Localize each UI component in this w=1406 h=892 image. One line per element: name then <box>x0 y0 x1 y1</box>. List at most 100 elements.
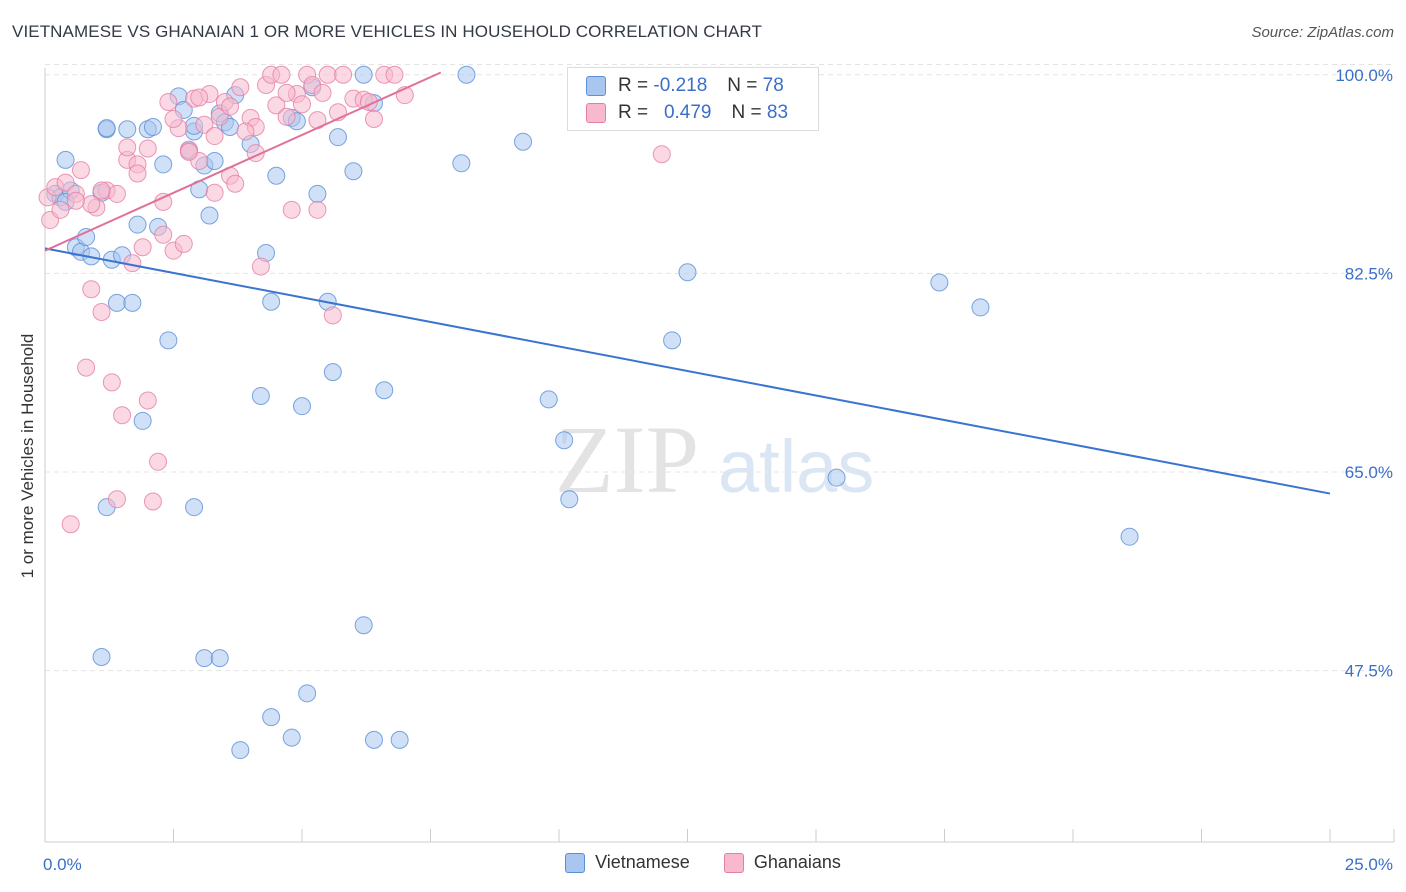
point-ghanaians <box>251 257 270 276</box>
point-ghanaians <box>267 96 286 115</box>
point-ghanaians <box>190 88 209 107</box>
point-vietnamese <box>143 117 162 136</box>
point-ghanaians <box>56 173 75 192</box>
point-ghanaians <box>174 234 193 253</box>
point-vietnamese <box>195 649 214 668</box>
point-ghanaians <box>385 65 404 84</box>
point-vietnamese <box>92 647 111 666</box>
point-vietnamese <box>159 331 178 350</box>
point-ghanaians <box>195 115 214 134</box>
point-vietnamese <box>1120 527 1139 546</box>
legend-item-ghanaians[interactable]: Ghanaians <box>723 852 841 873</box>
point-vietnamese <box>452 154 471 173</box>
stats-r-label: R = <box>618 75 649 96</box>
stats-n-value: 78 <box>762 75 784 96</box>
point-vietnamese <box>118 120 137 139</box>
point-vietnamese <box>107 293 126 312</box>
y-axis-label: 1 or more Vehicles in Household <box>18 334 37 579</box>
point-ghanaians <box>154 225 173 244</box>
chart-title: VIETNAMESE VS GHANAIAN 1 OR MORE VEHICLE… <box>12 22 762 41</box>
point-vietnamese <box>267 166 286 185</box>
point-ghanaians <box>149 452 168 471</box>
legend-label-ghanaians: Ghanaians <box>753 852 841 872</box>
point-ghanaians <box>231 78 250 97</box>
point-ghanaians <box>221 97 240 116</box>
point-ghanaians <box>113 406 132 425</box>
x-tick-label: 25.0% <box>1345 855 1393 874</box>
stats-swatch-vietnamese <box>586 76 606 96</box>
point-vietnamese <box>328 128 347 147</box>
point-vietnamese <box>123 293 142 312</box>
point-ghanaians <box>118 138 137 157</box>
point-ghanaians <box>164 110 183 129</box>
point-vietnamese <box>678 263 697 282</box>
point-ghanaians <box>652 145 671 164</box>
point-vietnamese <box>154 155 173 174</box>
bottom-legend: Vietnamese Ghanaians <box>0 852 1406 873</box>
point-ghanaians <box>51 200 70 219</box>
legend-label-vietnamese: Vietnamese <box>595 852 690 872</box>
point-vietnamese <box>344 162 363 181</box>
point-vietnamese <box>128 215 147 234</box>
stats-swatch-ghanaians <box>586 103 606 123</box>
trendline-vietnamese <box>44 247 1331 495</box>
point-vietnamese <box>930 273 949 292</box>
point-ghanaians <box>143 492 162 511</box>
point-vietnamese <box>827 468 846 487</box>
point-ghanaians <box>205 127 224 146</box>
point-ghanaians <box>277 107 296 126</box>
point-vietnamese <box>390 730 409 749</box>
stats-r-value: 0.479 <box>663 102 712 123</box>
point-ghanaians <box>323 306 342 325</box>
stats-row-vietnamese: R = -0.218 N = 78 <box>586 73 784 99</box>
point-vietnamese <box>323 363 342 382</box>
point-ghanaians <box>138 391 157 410</box>
legend-item-vietnamese[interactable]: Vietnamese <box>565 852 690 873</box>
point-vietnamese <box>354 65 373 84</box>
stats-n-label: N = <box>727 75 758 96</box>
point-vietnamese <box>231 741 250 760</box>
point-vietnamese <box>514 132 533 151</box>
point-vietnamese <box>539 390 558 409</box>
point-ghanaians <box>226 174 245 193</box>
point-vietnamese <box>185 498 204 517</box>
point-ghanaians <box>82 280 101 299</box>
point-vietnamese <box>205 152 224 171</box>
point-ghanaians <box>138 139 157 158</box>
point-vietnamese <box>133 411 152 430</box>
legend-swatch-vietnamese <box>565 852 586 873</box>
y-tick-label: 100.0% <box>1335 66 1393 85</box>
point-vietnamese <box>971 298 990 317</box>
point-vietnamese <box>364 730 383 749</box>
point-vietnamese <box>97 119 116 138</box>
point-ghanaians <box>282 200 301 219</box>
point-ghanaians <box>102 373 121 392</box>
point-ghanaians <box>272 65 291 84</box>
point-vietnamese <box>293 397 311 416</box>
stats-n-value: 83 <box>766 102 789 123</box>
watermark-zip: ZIP <box>555 406 699 513</box>
point-vietnamese <box>298 684 317 703</box>
point-vietnamese <box>251 386 270 405</box>
watermark-atlas: atlas <box>718 425 874 508</box>
point-ghanaians <box>92 181 111 200</box>
point-vietnamese <box>560 490 579 509</box>
point-vietnamese <box>282 728 301 747</box>
stats-r-label: R = <box>618 102 649 123</box>
point-vietnamese <box>308 184 327 203</box>
stats-n-label: N = <box>731 102 762 123</box>
y-tick-label: 82.5% <box>1345 264 1393 283</box>
point-vietnamese <box>262 708 281 727</box>
point-vietnamese <box>457 65 476 84</box>
point-ghanaians <box>334 65 353 84</box>
point-ghanaians <box>318 65 337 84</box>
trendline-ghanaians <box>44 71 442 252</box>
source-label: Source: ZipAtlas.com <box>1251 24 1394 41</box>
y-tick-label: 47.5% <box>1345 662 1393 681</box>
point-ghanaians <box>293 95 311 114</box>
point-vietnamese <box>354 616 373 635</box>
x-tick-label: 0.0% <box>43 855 82 874</box>
point-ghanaians <box>308 200 327 219</box>
point-vietnamese <box>663 331 682 350</box>
point-ghanaians <box>61 515 80 534</box>
